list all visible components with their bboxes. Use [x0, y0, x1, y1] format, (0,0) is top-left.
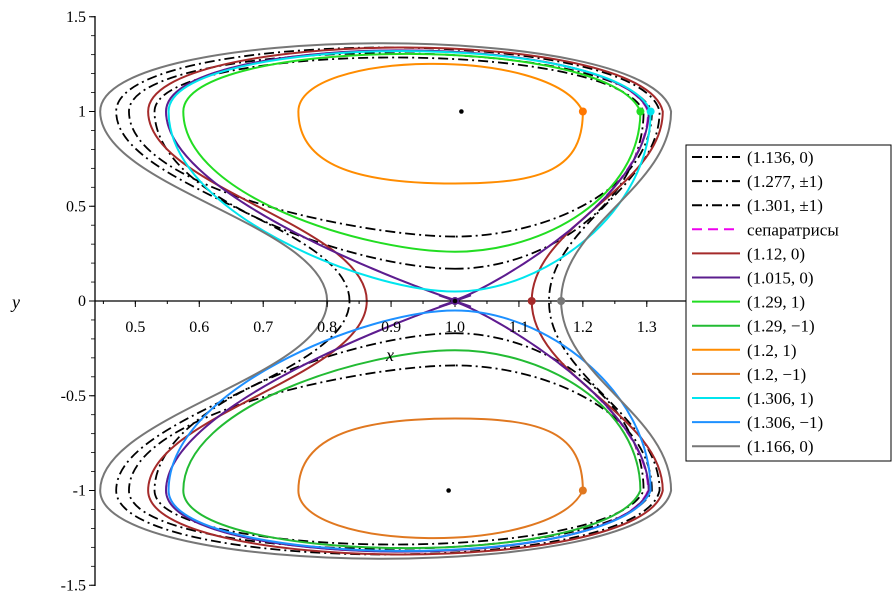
y-tick-label: 0.5	[66, 198, 86, 215]
initial-point	[557, 297, 566, 305]
initial-point	[636, 107, 645, 116]
series-line	[182, 349, 642, 550]
initial-point	[578, 486, 587, 495]
x-tick-label: 1.1	[509, 319, 529, 336]
legend-label: (1.29, −1)	[747, 317, 815, 336]
series-line	[128, 52, 653, 238]
x-tick-label: 0.8	[317, 319, 337, 336]
equilibrium-point	[459, 109, 464, 114]
legend: (1.136, 0) (1.277, ±1) (1.301, ±1) сепаратр…	[685, 144, 892, 462]
series-line	[165, 301, 649, 553]
axes-layer: 0.5 0.6 0.7 0.8 0.9 1.0 1.1 1.2 1.3 1.5 1 0.5 0 -0.5 -…	[61, 9, 688, 595]
series-line	[165, 49, 650, 302]
series-line	[153, 332, 645, 546]
legend-label: (1.2, −1)	[747, 365, 806, 384]
x-tick-label: 1.2	[573, 319, 593, 336]
y-tick-label: -1.5	[61, 577, 86, 594]
y-tick-label: 0	[78, 293, 86, 310]
legend-label: (1.136, 0)	[747, 148, 814, 167]
initial-point	[527, 297, 536, 305]
legend-label: сепаратрисы	[747, 220, 839, 239]
series-line	[167, 309, 652, 552]
plot-area: 0.5 0.6 0.7 0.8 0.9 1.0 1.1 1.2 1.3 1.5 1 0.5 0 -0.5 -…	[10, 9, 688, 595]
series-line	[165, 49, 649, 301]
y-axis-label: y	[10, 292, 20, 312]
y-tick-label: -1	[73, 483, 86, 500]
legend-label: (1.12, 0)	[747, 244, 805, 263]
legend-label: (1.166, 0)	[747, 437, 814, 456]
legend-label: (1.2, 1)	[747, 341, 797, 360]
x-tick-label: 1.3	[637, 319, 657, 336]
series-line	[182, 52, 642, 253]
y-tick-label: -0.5	[61, 388, 86, 405]
ticks-layer: 0.5 0.6 0.7 0.8 0.9 1.0 1.1 1.2 1.3 1.5 1 0.5 0 -0.5 -…	[61, 9, 657, 595]
initial-point	[646, 107, 655, 116]
legend-box	[685, 144, 892, 462]
equilibrium-point	[446, 488, 451, 493]
x-tick-label: 1.0	[445, 319, 465, 336]
legend-label: (1.306, 1)	[747, 389, 814, 408]
legend-items: (1.136, 0) (1.277, ±1) (1.301, ±1) сепаратр…	[692, 148, 839, 456]
legend-label: (1.306, −1)	[747, 413, 823, 432]
y-tick-label: 1.5	[66, 9, 86, 26]
series-line	[297, 62, 584, 185]
series-line	[167, 50, 652, 293]
legend-label: (1.29, 1)	[747, 293, 805, 312]
x-tick-label: 0.5	[125, 319, 145, 336]
series-line	[297, 417, 584, 540]
x-axis-label: x	[385, 345, 394, 365]
series-line	[165, 300, 650, 553]
x-tick-label: 0.6	[189, 319, 209, 336]
legend-label: (1.301, ±1)	[747, 196, 823, 215]
series-line	[153, 56, 645, 270]
series-line	[128, 364, 653, 550]
x-tick-label: 0.9	[381, 319, 401, 336]
equilibrium-point	[452, 298, 458, 304]
legend-label: (1.277, ±1)	[747, 172, 823, 191]
y-tick-label: 1	[78, 104, 86, 121]
initial-point	[578, 107, 587, 116]
legend-label: (1.015, 0)	[747, 269, 814, 288]
x-tick-label: 0.7	[253, 319, 273, 336]
markers-layer	[446, 107, 655, 495]
